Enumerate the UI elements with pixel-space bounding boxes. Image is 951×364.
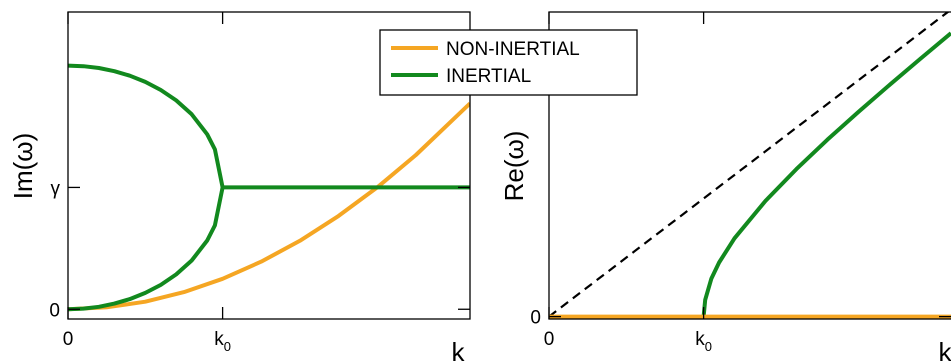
left-x-tick-label-1: k0 (214, 329, 231, 354)
left-series-inertial-1 (68, 63, 225, 312)
left-y-tick-label-0: 0 (49, 300, 60, 321)
left-x-axis-label: k (452, 337, 466, 364)
right-series-reference-dashed-0 (549, 12, 950, 318)
right-x-axis-label: k (939, 337, 951, 364)
right-x-tick-label-0: 0 (544, 329, 555, 350)
right-chart-re-omega: 0 k0 0 Re(ω) k (499, 11, 951, 364)
right-y-axis-label: Re(ω) (499, 131, 529, 202)
right-y-tick-label-0: 0 (530, 308, 541, 329)
left-chart-im-omega: 0 k0 0 γ Im(ω) k (8, 11, 471, 364)
right-series-inertial-1 (701, 31, 951, 317)
left-y-tick-label-1: γ (51, 178, 61, 199)
legend: NON-INERTIAL INERTIAL (379, 29, 638, 96)
legend-label-inertial: INERTIAL (446, 66, 531, 87)
right-plot-frame (548, 11, 951, 320)
left-x-tick-label-0: 0 (63, 329, 74, 350)
left-plot-frame (67, 11, 471, 320)
left-series-non-inertial-0 (68, 101, 470, 312)
legend-label-non-inertial: NON-INERTIAL (446, 39, 580, 60)
left-y-axis-label: Im(ω) (8, 133, 38, 200)
right-x-tick-label-1: k0 (695, 329, 712, 354)
legend-box (379, 29, 638, 96)
